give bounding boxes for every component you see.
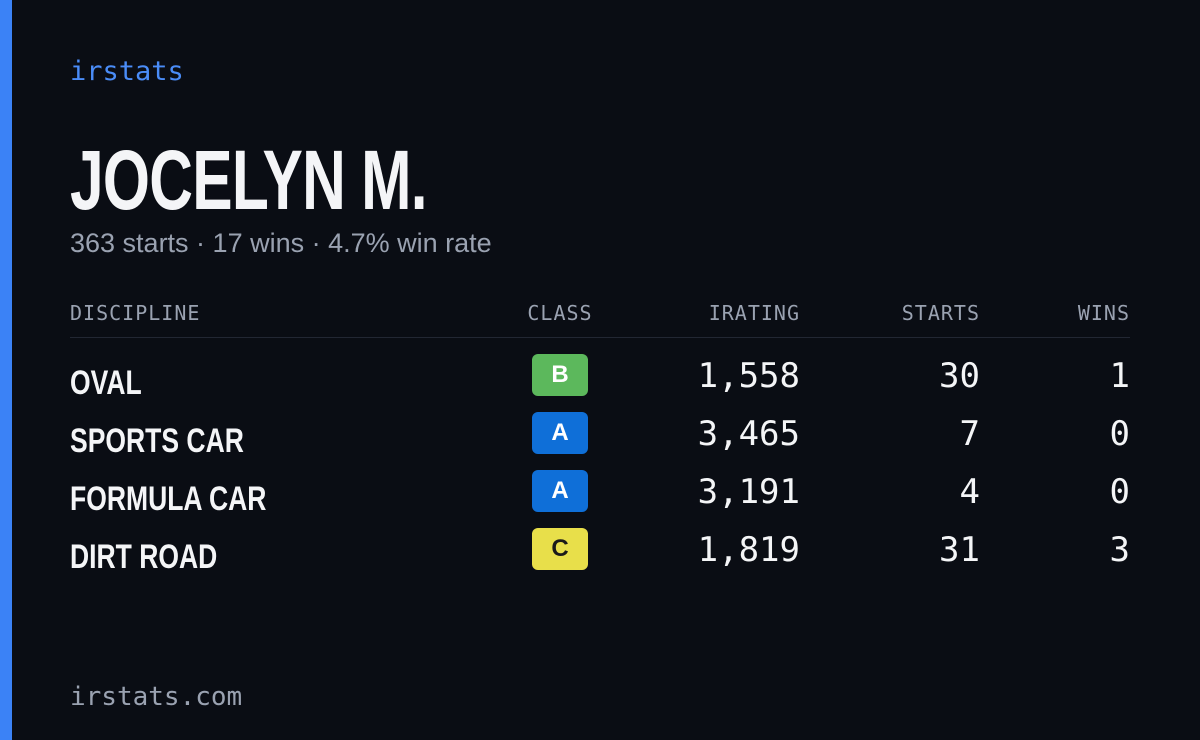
accent-stripe	[0, 0, 12, 740]
column-header: IRATING	[708, 301, 800, 325]
wins: 1	[1109, 356, 1130, 396]
column-header: WINS	[1077, 301, 1130, 325]
discipline: SPORTS CAR	[70, 422, 244, 460]
class-badge: B	[532, 354, 588, 396]
wins: 0	[1109, 472, 1130, 512]
column-header: STARTS	[901, 301, 980, 325]
divider	[70, 337, 1130, 338]
irating: 3,191	[697, 472, 800, 512]
irating: 1,558	[697, 356, 800, 396]
class-badge: C	[532, 528, 588, 570]
class-badge: A	[532, 412, 588, 454]
starts: 4	[959, 472, 980, 512]
column-header: DISCIPLINE	[70, 301, 201, 325]
wins: 0	[1109, 414, 1130, 454]
brand: irstats	[70, 56, 184, 87]
starts: 31	[939, 530, 980, 570]
column-header: CLASS	[527, 301, 593, 325]
class-badge: A	[532, 470, 588, 512]
footer-url: irstats.com	[70, 682, 243, 712]
starts: 7	[959, 414, 980, 454]
discipline: DIRT ROAD	[70, 538, 218, 576]
player-name: JOCELYN M.	[70, 133, 428, 227]
irating: 3,465	[697, 414, 800, 454]
irating: 1,819	[697, 530, 800, 570]
discipline: OVAL	[70, 364, 142, 402]
starts: 30	[939, 356, 980, 396]
wins: 3	[1109, 530, 1130, 570]
discipline: FORMULA CAR	[70, 480, 267, 518]
summary: 363 starts · 17 wins · 4.7% win rate	[70, 228, 492, 258]
